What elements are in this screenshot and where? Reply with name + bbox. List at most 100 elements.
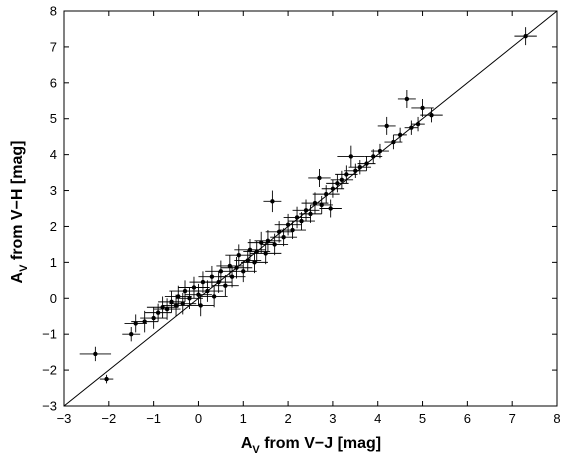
data-point	[216, 279, 221, 285]
data-point	[133, 321, 138, 326]
data-point	[155, 310, 161, 315]
x-tick-label: 1	[240, 411, 247, 426]
x-tick-label: −2	[101, 411, 116, 426]
data-point	[104, 376, 109, 382]
data-point	[200, 279, 206, 285]
data-point	[252, 260, 257, 265]
data-point	[319, 202, 324, 208]
y-tick-label: 0	[50, 291, 57, 306]
data-point	[187, 296, 192, 301]
data-point	[229, 274, 235, 279]
data-point	[276, 229, 282, 235]
data-point	[129, 331, 134, 337]
x-tick-label: 5	[419, 411, 426, 426]
x-tick-label: −3	[57, 411, 72, 426]
data-point	[247, 247, 253, 252]
plot-frame	[63, 10, 558, 407]
y-axis-title-main: A	[9, 271, 26, 283]
x-tick-label: 7	[509, 411, 516, 426]
x-axis-title-rest: from V−J [mag]	[260, 435, 381, 452]
x-tick-label: 6	[464, 411, 471, 426]
data-point	[196, 292, 201, 297]
data-point	[415, 121, 421, 127]
data-point	[290, 227, 295, 233]
data-point	[205, 288, 210, 294]
data-point	[348, 154, 354, 159]
data-point	[377, 148, 383, 154]
data-point	[353, 168, 358, 173]
data-point	[299, 218, 304, 224]
x-axis-ticks: −3 −2 −1 0 1 2 3 4 5 6 7 8	[57, 11, 561, 426]
data-point	[328, 206, 333, 211]
data-point	[429, 112, 434, 118]
y-axis-title: AV from V−H [mag]	[9, 141, 30, 284]
data-point	[173, 303, 179, 308]
x-tick-label: 2	[284, 411, 291, 426]
x-tick-label: 0	[195, 411, 202, 426]
data-point	[308, 211, 313, 217]
data-point	[281, 235, 286, 240]
x-tick-label: 8	[553, 411, 560, 426]
data-point	[160, 305, 165, 310]
data-point	[339, 177, 345, 182]
x-tick-label: 3	[329, 411, 336, 426]
y-axis-title-sub: V	[18, 264, 30, 272]
y-tick-label: 8	[50, 4, 57, 19]
y-tick-label: 4	[50, 147, 57, 162]
data-point	[384, 123, 389, 129]
y-tick-label: 7	[50, 39, 57, 54]
data-point	[371, 154, 376, 159]
data-point	[142, 319, 147, 324]
y-axis-title-rest: from V−H [mag]	[9, 141, 26, 265]
y-tick-label: 2	[50, 219, 57, 234]
y-tick-label: 5	[50, 111, 57, 126]
data-point	[198, 303, 203, 308]
data-point	[409, 125, 414, 130]
data-point	[254, 249, 259, 254]
data-point	[364, 161, 369, 166]
x-axis-title: AV from V−J [mag]	[241, 435, 381, 456]
data-point	[420, 105, 425, 111]
data-point	[164, 306, 170, 312]
data-point	[223, 283, 228, 288]
data-point	[391, 139, 396, 145]
data-point	[236, 252, 241, 258]
data-point	[209, 274, 215, 279]
data-point	[317, 175, 322, 181]
x-axis-title-main: A	[241, 435, 253, 452]
data-point	[270, 199, 275, 204]
y-tick-label: 1	[50, 255, 57, 270]
data-point	[312, 200, 318, 206]
data-point	[263, 251, 268, 256]
data-point	[330, 186, 336, 191]
error-bars	[79, 27, 537, 384]
y-tick-label: 6	[50, 75, 57, 90]
data-point	[404, 96, 410, 102]
data-point	[176, 294, 181, 299]
x-tick-label: −1	[146, 411, 161, 426]
data-point	[211, 294, 217, 299]
data-point	[241, 269, 246, 274]
data-point	[272, 242, 277, 247]
x-tick-label: 4	[374, 411, 381, 426]
y-tick-label: −3	[42, 399, 57, 414]
data-point	[335, 181, 340, 186]
data-point	[180, 301, 185, 306]
data-point	[169, 299, 174, 305]
data-point	[285, 222, 291, 227]
y-tick-label: 3	[50, 183, 57, 198]
y-axis-ticks: −3 −2 −1 0 1 2 3 4 5 6 7 8	[42, 4, 557, 414]
data-point	[344, 172, 349, 177]
y-tick-label: −2	[42, 363, 57, 378]
data-point	[259, 240, 264, 245]
data-points	[93, 33, 528, 382]
data-point	[227, 263, 233, 269]
data-point	[93, 351, 98, 357]
data-point	[245, 258, 250, 263]
data-point	[234, 265, 239, 270]
data-point	[303, 208, 309, 213]
data-point	[523, 33, 528, 39]
data-point	[151, 315, 156, 321]
data-point	[397, 132, 403, 138]
